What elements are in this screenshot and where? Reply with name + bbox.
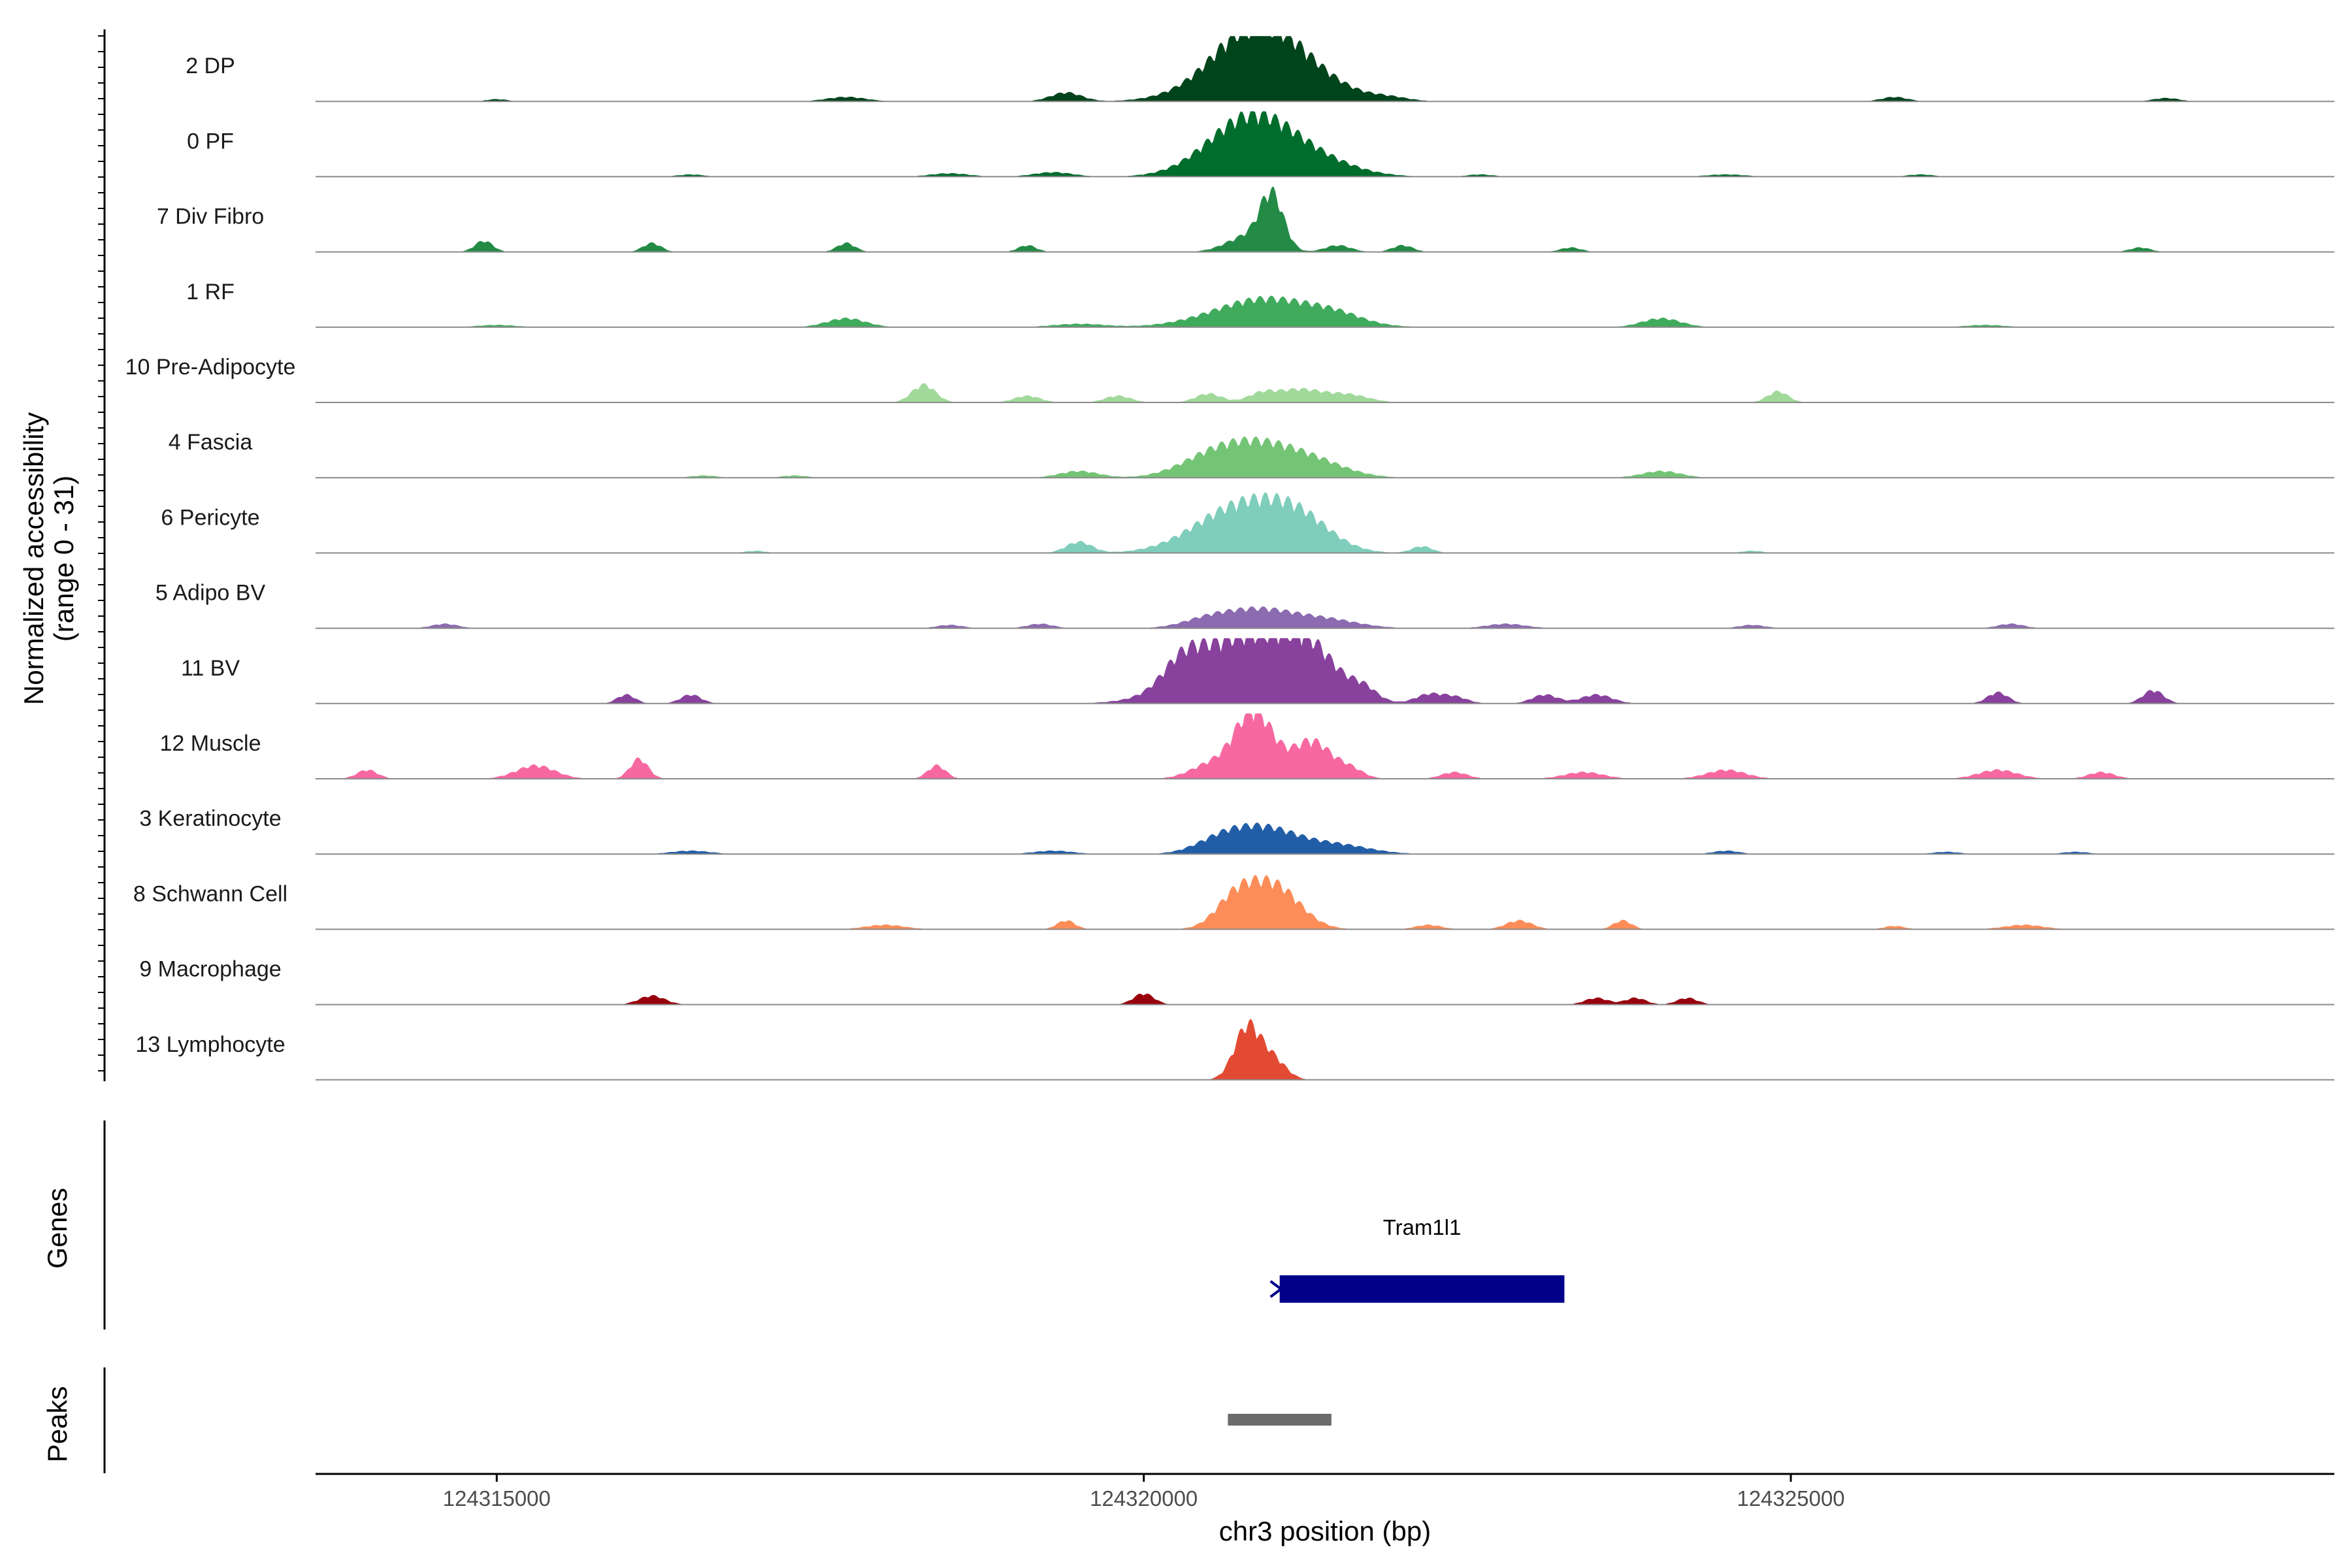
track-label: 9 Macrophage <box>139 957 281 982</box>
coverage-area <box>316 383 2334 402</box>
track-6: 6 Pericyte <box>161 492 2334 554</box>
track-label: 3 Keratinocyte <box>139 806 281 831</box>
track-label: 11 BV <box>181 656 240 681</box>
y-axis-title-line-2: (range 0 - 31) <box>48 476 79 642</box>
coverage-area <box>316 823 2334 855</box>
track-12: 9 Macrophage <box>139 957 2334 1005</box>
genes-track: Tram1l1 <box>1269 1215 1565 1303</box>
x-axis-title: chr3 position (bp) <box>1219 1516 1431 1546</box>
peaks-track-label: Peaks <box>42 1386 73 1463</box>
track-label: 13 Lymphocyte <box>135 1032 285 1057</box>
track-label: 6 Pericyte <box>161 505 259 530</box>
coverage-area <box>316 111 2334 177</box>
track-11: 8 Schwann Cell <box>133 875 2334 930</box>
coverage-area <box>316 1019 2334 1080</box>
coverage-area <box>316 36 2334 102</box>
coverage-area <box>316 186 2334 252</box>
coverage-tracks: 2 DP 0 PF 7 Div Fibro 1 RF 10 Pre-Adipocyte 4… <box>125 36 2334 1081</box>
track-label: 8 Schwann Cell <box>133 881 287 906</box>
track-8: 11 BV <box>181 638 2334 704</box>
track-5: 4 Fascia <box>169 430 2334 479</box>
track-label: 2 DP <box>186 54 235 78</box>
track-13: 13 Lymphocyte <box>135 1019 2334 1081</box>
coverage-area <box>316 606 2334 629</box>
track-label: 12 Muscle <box>160 731 261 756</box>
gene-name-label: Tram1l1 <box>1383 1215 1462 1239</box>
coverage-area <box>316 638 2334 704</box>
coverage-area <box>316 875 2334 930</box>
track-3: 1 RF <box>186 280 2334 328</box>
gene-body <box>1279 1275 1565 1303</box>
left-axes <box>98 29 106 1473</box>
track-label: 4 Fascia <box>169 430 253 455</box>
track-label: 10 Pre-Adipocyte <box>125 355 296 380</box>
track-4: 10 Pre-Adipocyte <box>125 355 2334 403</box>
x-tick-label: 124320000 <box>1090 1486 1198 1511</box>
coverage-area <box>316 436 2334 478</box>
track-0: 2 DP <box>186 36 2334 103</box>
peaks-track <box>1228 1414 1331 1426</box>
strand-arrow-icon <box>1269 1280 1284 1298</box>
track-2: 7 Div Fibro <box>157 186 2334 253</box>
x-tick-label: 124325000 <box>1737 1486 1844 1511</box>
track-9: 12 Muscle <box>160 713 2334 779</box>
track-label: 5 Adipo BV <box>155 581 266 606</box>
track-7: 5 Adipo BV <box>155 581 2334 629</box>
track-10: 3 Keratinocyte <box>139 806 2334 855</box>
genes-track-label: Genes <box>42 1188 73 1269</box>
peak-region <box>1228 1414 1331 1426</box>
coverage-area <box>316 492 2334 553</box>
x-axis: 124315000 124320000 124325000 <box>316 1473 2334 1511</box>
track-label: 0 PF <box>187 129 234 154</box>
coverage-area <box>316 713 2334 779</box>
y-axis-title-line-1: Normalized accessibility <box>18 412 49 705</box>
track-label: 1 RF <box>186 280 235 304</box>
coverage-area <box>316 993 2334 1005</box>
coverage-area <box>316 295 2334 327</box>
track-label: 7 Div Fibro <box>157 204 264 229</box>
track-1: 0 PF <box>187 111 2334 178</box>
x-tick-label: 124315000 <box>443 1486 551 1511</box>
